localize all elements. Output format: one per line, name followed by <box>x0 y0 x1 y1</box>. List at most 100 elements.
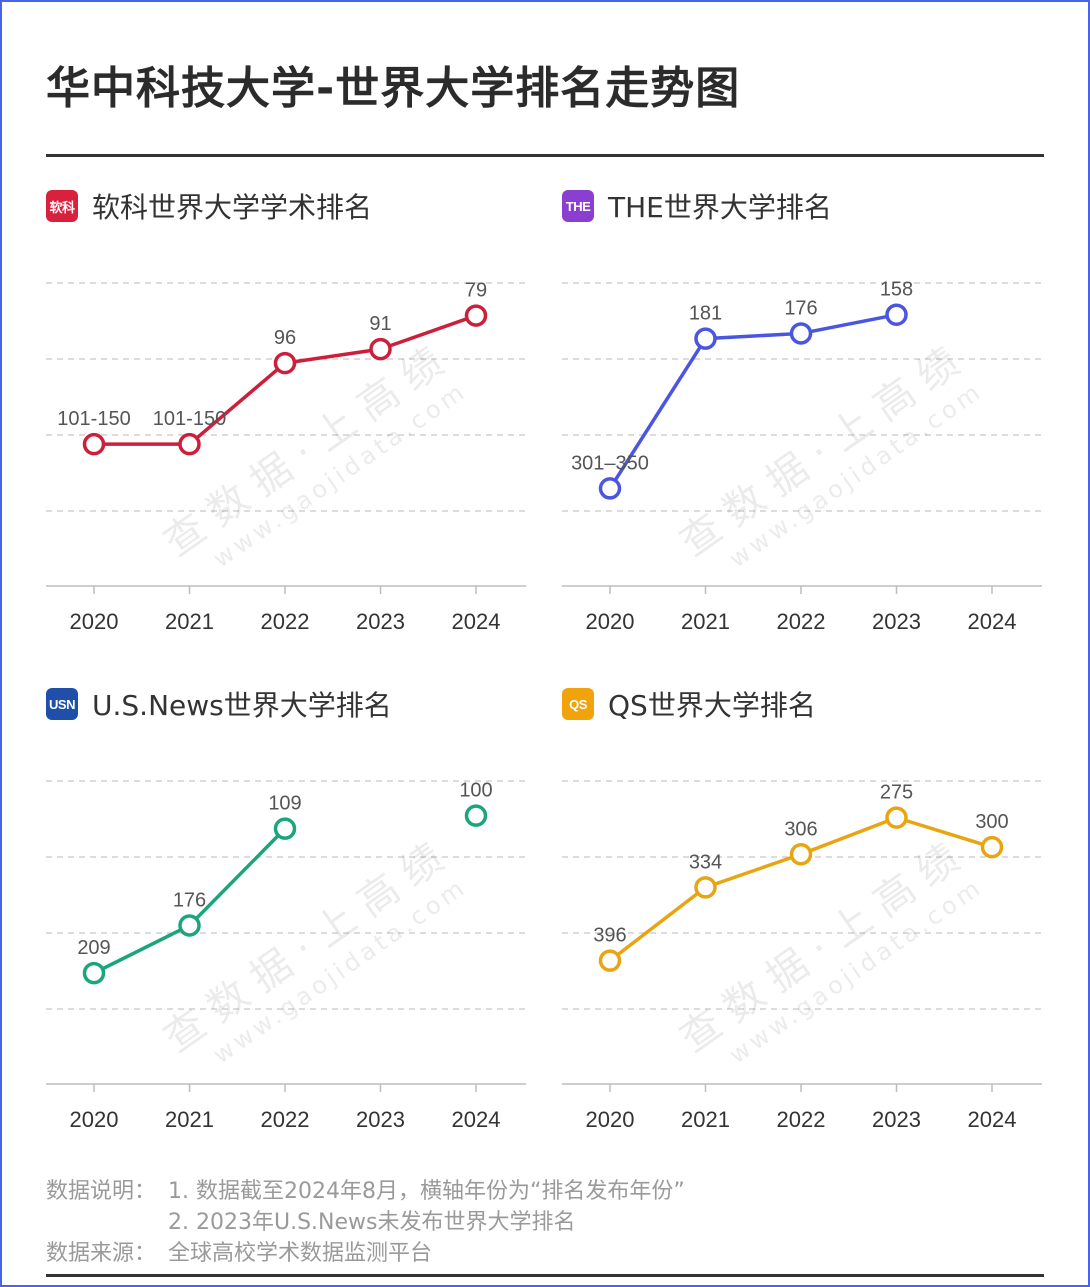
data-label: 101-150 <box>57 408 130 430</box>
data-point <box>464 304 488 327</box>
series-line-segment <box>378 313 478 351</box>
x-tick-label: 2021 <box>681 1107 730 1132</box>
x-tick-label: 2023 <box>872 1107 921 1132</box>
data-label: 334 <box>689 851 722 873</box>
series-line-segment <box>187 826 287 928</box>
series-line-segment <box>894 815 994 849</box>
series-line-segment <box>799 312 899 336</box>
panel-title: U.S.News世界大学排名 <box>92 689 392 722</box>
data-label: 181 <box>689 303 722 325</box>
data-label: 100 <box>459 780 492 802</box>
ranking-logo-icon: USN <box>46 688 78 720</box>
x-tick-label: 2021 <box>681 609 730 634</box>
x-tick-label: 2022 <box>261 1107 310 1132</box>
x-tick-label: 2024 <box>452 609 501 634</box>
note-row: 数据来源： 全球高校学术数据监测平台 <box>46 1238 685 1269</box>
x-tick-label: 2023 <box>356 1107 405 1132</box>
line-chart: 2020 2021 2022 2023 2024 209 176 109 100 <box>46 780 526 1132</box>
data-point <box>464 804 488 827</box>
data-label: 79 <box>465 280 487 302</box>
data-point <box>694 876 717 899</box>
data-point <box>980 835 1004 859</box>
note-row: 数据说明： 1. 数据截至2024年8月，横轴年份为“排名发布年份” <box>46 1176 685 1207</box>
data-label: 109 <box>268 793 301 815</box>
x-tick-label: 2022 <box>777 609 826 634</box>
data-label: 301–350 <box>571 452 649 474</box>
x-tick-label: 2020 <box>586 609 635 634</box>
data-point <box>82 432 106 456</box>
line-chart: 2020 2021 2022 2023 2024 301–350 181 176 158 <box>562 279 1042 634</box>
data-label: 209 <box>77 937 110 959</box>
data-point <box>178 914 201 937</box>
ranking-logo-icon: 软科 <box>46 190 78 222</box>
note-text: 1. 数据截至2024年8月，横轴年份为“排名发布年份” <box>168 1179 685 1204</box>
panel-header: 软科 软科世界大学学术排名 <box>46 186 372 226</box>
data-point <box>789 843 813 866</box>
series-line-segment <box>283 347 383 365</box>
line-chart: 2020 2021 2022 2023 2024 101-150 101-150 96 91 79 <box>46 280 526 634</box>
chart-panel-usnews-ranking: USN U.S.News世界大学排名 2020 2021 2022 2023 2024 2… <box>46 684 530 1144</box>
panel-title: THE世界大学排名 <box>608 191 832 224</box>
footnotes: 数据说明： 1. 数据截至2024年8月，横轴年份为“排名发布年份” 2. 20… <box>46 1176 685 1269</box>
chart-panel-qs-ranking: QS QS世界大学排名 2020 2021 2022 2023 2024 396 334 30… <box>562 684 1046 1144</box>
panel-header: USN U.S.News世界大学排名 <box>46 684 392 724</box>
data-label: 300 <box>975 811 1008 833</box>
data-label: 91 <box>369 313 391 335</box>
x-tick-label: 2023 <box>872 609 921 634</box>
x-tick-label: 2020 <box>70 1107 119 1132</box>
ranking-logo-icon: QS <box>562 688 594 720</box>
data-point <box>598 949 622 972</box>
panel-header: THE THE世界大学排名 <box>562 186 832 226</box>
note-row: 2. 2023年U.S.News未发布世界大学排名 <box>46 1207 685 1238</box>
x-tick-label: 2020 <box>586 1107 635 1132</box>
data-label: 176 <box>173 889 206 911</box>
x-tick-label: 2023 <box>356 609 405 634</box>
series-line-segment <box>608 885 708 963</box>
series-line-segment <box>799 815 899 857</box>
data-point <box>273 351 297 375</box>
x-tick-label: 2024 <box>968 609 1017 634</box>
data-label: 275 <box>880 782 913 804</box>
panel-title: QS世界大学排名 <box>608 689 816 722</box>
x-tick-label: 2022 <box>261 609 310 634</box>
data-point <box>694 327 717 350</box>
x-tick-label: 2024 <box>452 1107 501 1132</box>
series-line-segment <box>703 331 803 341</box>
data-label: 101-150 <box>153 408 226 430</box>
data-label: 158 <box>880 279 913 301</box>
data-point <box>178 432 201 456</box>
data-point <box>273 817 297 840</box>
note-text: 全球高校学术数据监测平台 <box>168 1241 433 1266</box>
x-tick-label: 2020 <box>70 609 119 634</box>
series-line-segment <box>92 923 192 975</box>
title-divider <box>46 154 1044 157</box>
note-label: 数据说明： <box>46 1179 157 1204</box>
data-point <box>82 961 106 985</box>
data-point <box>789 322 813 345</box>
data-point <box>598 477 622 500</box>
data-label: 306 <box>784 818 817 840</box>
panel-header: QS QS世界大学排名 <box>562 684 816 724</box>
x-tick-label: 2024 <box>968 1107 1017 1132</box>
series-line-segment <box>703 852 803 890</box>
data-label: 176 <box>784 297 817 319</box>
note-label: 数据来源： <box>46 1241 157 1266</box>
line-chart: 2020 2021 2022 2023 2024 396 334 306 275 300 <box>562 780 1042 1132</box>
x-tick-label: 2021 <box>165 1107 214 1132</box>
data-point <box>885 303 908 326</box>
series-line-segment <box>608 336 708 491</box>
note-text: 2. 2023年U.S.News未发布世界大学排名 <box>168 1210 576 1235</box>
data-point <box>885 806 908 829</box>
x-tick-label: 2021 <box>165 609 214 634</box>
data-point <box>369 337 392 361</box>
data-label: 396 <box>593 925 626 947</box>
panel-title: 软科世界大学学术排名 <box>92 191 373 224</box>
chart-panel-the-ranking: THE THE世界大学排名 2020 2021 2022 2023 2024 301–35… <box>562 186 1046 646</box>
series-line-segment <box>187 361 287 446</box>
page-title: 华中科技大学-世界大学排名走势图 <box>46 63 741 114</box>
bottom-divider <box>46 1274 1044 1277</box>
ranking-logo-icon: THE <box>562 190 594 222</box>
data-label: 96 <box>274 327 296 349</box>
x-tick-label: 2022 <box>777 1107 826 1132</box>
